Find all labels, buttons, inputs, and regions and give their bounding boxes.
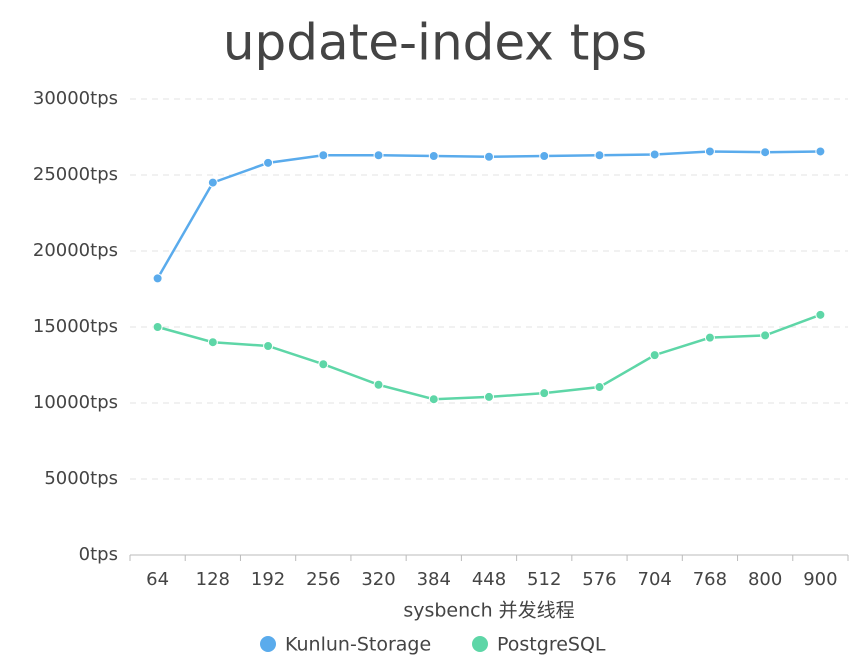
- x-tick-label: 64: [146, 569, 169, 590]
- data-point: [373, 379, 384, 390]
- x-tick-label: 320: [361, 569, 395, 590]
- y-tick-label: 20000tps: [33, 240, 118, 261]
- data-point: [649, 149, 660, 160]
- data-point: [649, 350, 660, 361]
- data-point: [263, 341, 274, 351]
- data-point: [760, 147, 771, 158]
- data-point: [484, 151, 494, 162]
- x-tick-label: 576: [582, 569, 616, 590]
- data-point: [152, 322, 163, 332]
- x-tick-label: 128: [196, 569, 230, 590]
- x-axis-label: sysbench 并发线程: [403, 600, 574, 622]
- x-tick-label: 800: [748, 569, 782, 590]
- x-tick-label: 900: [803, 569, 837, 590]
- data-point: [704, 146, 715, 157]
- x-tick-label: 448: [472, 569, 506, 590]
- data-point: [152, 273, 163, 284]
- y-tick-label: 15000tps: [33, 316, 118, 337]
- data-point: [594, 150, 605, 161]
- data-point: [318, 359, 329, 370]
- x-tick-label: 512: [527, 569, 561, 590]
- x-tick-label: 384: [417, 569, 451, 590]
- data-point: [704, 332, 715, 343]
- x-tick-label: 192: [251, 569, 285, 590]
- legend-marker: [472, 636, 488, 652]
- legend-label: Kunlun-Storage: [285, 634, 431, 656]
- x-tick-label: 256: [306, 569, 340, 590]
- data-point: [373, 150, 384, 161]
- data-point: [815, 309, 826, 320]
- y-tick-label: 0tps: [79, 544, 118, 565]
- data-point: [594, 382, 605, 393]
- data-point: [760, 330, 771, 341]
- data-point: [207, 337, 218, 348]
- data-point: [263, 157, 274, 168]
- y-tick-label: 5000tps: [44, 468, 118, 489]
- data-point: [318, 150, 329, 161]
- data-point: [815, 146, 826, 157]
- series-line: [156, 150, 821, 279]
- data-point: [428, 151, 439, 161]
- y-tick-label: 25000tps: [33, 164, 118, 185]
- data-point: [539, 151, 550, 161]
- x-tick-label: 768: [693, 569, 727, 590]
- data-point: [539, 388, 550, 399]
- legend-marker: [260, 636, 276, 652]
- data-point: [207, 177, 218, 188]
- legend-label: PostgreSQL: [497, 634, 606, 656]
- y-tick-label: 10000tps: [33, 392, 118, 413]
- x-tick-label: 704: [638, 569, 672, 590]
- chart-title: update-index tps: [223, 14, 647, 72]
- y-tick-label: 30000tps: [33, 88, 118, 109]
- data-point: [484, 391, 494, 402]
- data-point: [428, 394, 439, 405]
- series-line: [157, 313, 821, 401]
